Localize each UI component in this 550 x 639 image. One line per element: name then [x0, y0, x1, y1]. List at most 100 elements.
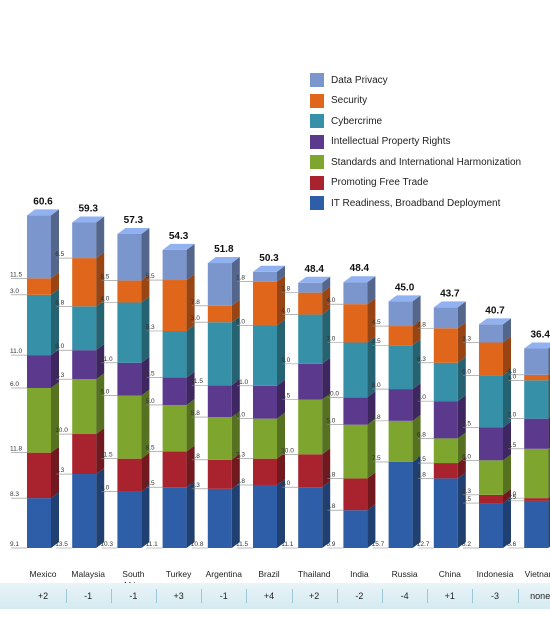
rank-change-separator	[246, 589, 247, 603]
bar-9-data-label-6: 3.5	[372, 338, 381, 345]
bar-9-segment-6	[388, 326, 413, 346]
bar-6-segment-5-side	[277, 319, 285, 386]
rank-change-10: +1	[444, 591, 455, 601]
bar-12-segment-1	[524, 500, 549, 548]
bar-2-data-label-2: 7.3	[55, 467, 64, 474]
bar-10-segment-3-side	[457, 432, 466, 464]
bar-11-total-label: 40.7	[485, 305, 505, 316]
bar-11-segment-2	[479, 494, 503, 504]
bar-11-segment-2-side	[503, 488, 511, 504]
bar-2-total-label: 59.3	[78, 203, 98, 214]
bar-8-total-label: 48.4	[350, 263, 370, 274]
bar-4-data-label-3: 8.5	[146, 445, 155, 452]
bar-8-data-label-7: 4.0	[326, 297, 335, 304]
bar-10-data-label-2: 2.8	[417, 471, 426, 478]
bar-5-segment-3	[207, 417, 232, 460]
bar-1-segment-7-side	[51, 209, 59, 279]
bar-5-segment-5	[207, 322, 232, 386]
rank-change-11: -3	[490, 591, 499, 601]
bar-3-segment-2-side	[141, 452, 150, 492]
bar-7-segment-4	[298, 363, 323, 400]
x-tick-label-12: Vietnam	[525, 569, 550, 579]
rank-change-6: +4	[263, 591, 275, 601]
bar-12-segment-3	[524, 448, 549, 499]
bar-6-segment-3-side	[277, 412, 285, 459]
bar-7-data-label-6: 4.0	[281, 308, 290, 315]
bar-6-top	[253, 265, 285, 272]
bar-10-data-label-5: 7.0	[417, 394, 426, 401]
bar-9-segment-7-side	[412, 295, 421, 327]
bar-1-segment-6-side	[51, 272, 59, 295]
rank-change-8: -2	[355, 591, 364, 601]
bar-1-segment-3-side	[51, 381, 59, 453]
bar-11-segment-5	[479, 375, 503, 428]
bar-4-segment-2-side	[186, 445, 195, 488]
bar-9-segment-1-side	[412, 455, 421, 548]
bar-2-data-label-4: 5.3	[55, 372, 64, 379]
bar-11-segment-7-side	[503, 318, 511, 343]
bar-3-data-label-4: 6.0	[100, 389, 109, 396]
bar-8-data-label-1: 6.9	[326, 541, 335, 548]
bar-8-data-label-4: 5.0	[326, 418, 335, 425]
bar-8-segment-1	[343, 510, 368, 548]
bar-7-data-label-4: 6.5	[281, 392, 290, 399]
bar-9-segment-4-side	[412, 383, 421, 421]
bar-3-segment-7-side	[141, 227, 150, 281]
bar-2-segment-4-side	[96, 344, 105, 380]
bar-12-data-label-2: 0.5	[507, 494, 516, 501]
x-tick-label-5: Argentina	[206, 569, 243, 579]
rank-change-separator	[201, 589, 202, 603]
x-tick-label-11: Indonesia	[477, 569, 514, 579]
bar-6-segment-2	[253, 458, 277, 485]
bar-4-data-label-2: 6.5	[146, 480, 155, 487]
bar-10-segment-4	[433, 401, 458, 439]
bar-2-segment-6-side	[96, 252, 105, 307]
bar-8-segment-4	[343, 397, 368, 425]
rank-change-5: -1	[219, 591, 228, 601]
bar-6-segment-7-side	[277, 265, 285, 282]
bar-3-data-label-7: 8.5	[100, 274, 109, 281]
bar-6-data-label-2: 4.8	[236, 478, 245, 485]
chart-legend: Data Privacy Security Cybercrime Intellectu…	[310, 70, 521, 214]
bar-10-data-label-7: 3.8	[417, 321, 426, 328]
bar-1-segment-1-side	[51, 492, 59, 548]
x-tick-label-10: China	[439, 569, 461, 579]
bar-5-segment-6	[207, 305, 232, 323]
bar-6-total-label: 50.3	[259, 253, 279, 264]
bar-6-data-label-1: 11.5	[236, 541, 249, 548]
bar-9-data-label-4: 5.8	[372, 414, 381, 421]
bar-1-data-label-3: 11.8	[10, 446, 23, 453]
legend-swatch	[310, 114, 324, 129]
bar-7-segment-7-side	[322, 276, 331, 293]
bar-9-segment-5	[388, 345, 413, 390]
rank-change-separator	[156, 589, 157, 603]
bar-5-segment-6-side	[231, 299, 240, 323]
bar-6-data-label-5: 11.0	[236, 379, 249, 386]
legend-label: Intellectual Property Rights	[331, 136, 451, 148]
bar-9-segment-4	[388, 389, 413, 421]
legend-item-3: Cybercrime	[310, 111, 521, 132]
bar-8-segment-3	[343, 424, 368, 479]
bar-7-segment-5-side	[322, 308, 331, 364]
bar-2-data-label-5: 8.0	[55, 343, 64, 350]
bar-7-data-label-5: 9.0	[281, 357, 290, 364]
bar-6-segment-5	[253, 325, 277, 386]
bar-11-segment-6-side	[503, 336, 511, 376]
bar-8-segment-7-side	[367, 276, 376, 305]
bar-2-segment-3-side	[96, 373, 105, 435]
bar-3-total-label: 57.3	[124, 215, 144, 226]
bar-1-segment-7	[27, 215, 51, 279]
bar-2-segment-3	[72, 379, 97, 435]
legend-swatch	[310, 134, 324, 149]
legend-label: Data Privacy	[331, 74, 388, 86]
bar-2-segment-1-side	[96, 468, 105, 548]
bar-3-segment-3	[117, 395, 142, 459]
bar-3-segment-2	[117, 458, 142, 492]
bar-11-data-label-4: 6.0	[462, 453, 471, 460]
bar-12-data-label-7: 4.8	[507, 368, 516, 375]
bar-11-data-label-6: 6.0	[462, 368, 471, 375]
bar-8-data-label-3: 9.8	[326, 471, 335, 478]
legend-swatch	[310, 73, 324, 88]
legend-swatch	[310, 93, 324, 108]
bar-2-segment-5-side	[96, 300, 105, 351]
